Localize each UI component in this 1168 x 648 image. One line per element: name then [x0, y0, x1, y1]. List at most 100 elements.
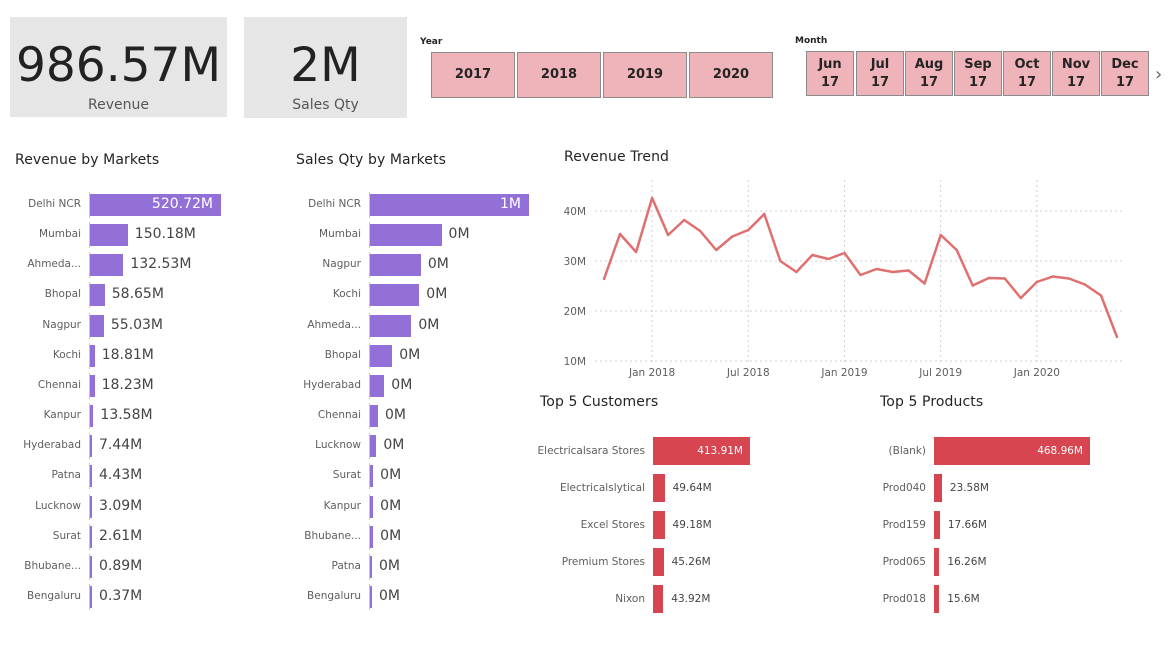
data-point — [795, 270, 798, 274]
bar-track: 0M — [369, 312, 439, 339]
bar-track: 0M — [369, 523, 401, 550]
data-point — [875, 267, 878, 271]
bar[interactable] — [934, 548, 940, 576]
bar-category-label: Hyderabad — [23, 439, 81, 452]
bar[interactable] — [90, 435, 92, 458]
bar-category-label: Nagpur — [42, 318, 81, 331]
bar[interactable] — [90, 495, 92, 518]
revenue-trend-title: Revenue Trend — [564, 149, 670, 165]
data-point — [971, 284, 974, 287]
bar[interactable] — [90, 525, 92, 548]
data-point — [827, 257, 830, 261]
bar-track: 0M — [369, 372, 412, 399]
bar[interactable] — [934, 585, 940, 613]
bar[interactable] — [90, 585, 92, 608]
x-tick-label: Jan 2019 — [820, 367, 867, 379]
bar[interactable] — [370, 284, 420, 307]
bar[interactable] — [370, 495, 374, 518]
bar[interactable] — [934, 511, 940, 539]
bar[interactable] — [90, 284, 105, 307]
bar-track: 132.53M — [89, 252, 191, 279]
bar[interactable] — [90, 224, 128, 247]
data-point — [859, 273, 862, 277]
bar-data-label: 0M — [379, 587, 400, 604]
bar-data-label: 150.18M — [134, 226, 196, 243]
bar[interactable] — [90, 374, 95, 397]
bar[interactable] — [653, 474, 665, 502]
bar-category-label: Mumbai — [39, 228, 81, 241]
bar-track: 2.61M — [89, 523, 142, 550]
bar-category-label: Ahmeda... — [307, 318, 361, 331]
bar-category-label: Chennai — [317, 409, 361, 422]
bar[interactable] — [90, 194, 221, 216]
month-label: Sep — [964, 57, 992, 72]
bar[interactable] — [370, 585, 372, 608]
bar[interactable] — [653, 437, 750, 465]
bar[interactable] — [370, 555, 372, 578]
bar-category-label: Excel Stores — [580, 519, 645, 531]
bar-category-label: Bhopal — [324, 348, 361, 361]
year-button-2018[interactable]: 2018 — [517, 52, 601, 98]
revenue-by-markets-title: Revenue by Markets — [15, 152, 160, 168]
data-point — [1067, 277, 1071, 280]
bar[interactable] — [370, 405, 378, 428]
bar-data-label: 0M — [383, 437, 405, 454]
year-button-2017[interactable]: 2017 — [431, 52, 515, 98]
bar[interactable] — [370, 224, 442, 247]
bar-data-label: 0M — [399, 346, 421, 363]
bar[interactable] — [370, 525, 374, 548]
bar-track: 0M — [369, 463, 401, 490]
bar[interactable] — [90, 314, 104, 337]
bar-category-label: Premium Stores — [561, 556, 645, 568]
bar[interactable] — [90, 344, 95, 367]
year-button-2020[interactable]: 2020 — [689, 52, 773, 98]
bar[interactable] — [653, 511, 665, 539]
month-button-dec[interactable]: Dec 17 — [1101, 51, 1149, 96]
data-point — [618, 232, 622, 236]
bar[interactable] — [90, 405, 94, 428]
revenue-caption: Revenue — [88, 97, 149, 113]
month-button-jul[interactable]: Jul 17 — [856, 51, 904, 96]
bar-category-label: Kanpur — [43, 409, 81, 422]
bar[interactable] — [370, 344, 393, 367]
bar[interactable] — [90, 555, 92, 578]
data-point — [811, 253, 814, 257]
bar[interactable] — [934, 437, 1090, 465]
y-tick-label: 10M — [564, 356, 586, 368]
data-point — [699, 229, 702, 233]
month-button-aug[interactable]: Aug 17 — [905, 51, 953, 96]
bar-data-label: 1M — [500, 196, 521, 212]
qty-by-markets-title: Sales Qty by Markets — [296, 152, 446, 168]
bar-category-label: Bengaluru — [27, 589, 81, 602]
x-tick-label: Jul 2019 — [918, 367, 962, 379]
bar[interactable] — [90, 254, 124, 277]
month-year-label: 17 — [1017, 75, 1037, 90]
bar[interactable] — [370, 314, 412, 337]
bar-track: 4.43M — [89, 463, 142, 490]
data-point — [1035, 280, 1039, 284]
chevron-right-icon[interactable]: › — [1155, 64, 1163, 85]
data-point — [1019, 296, 1022, 300]
month-button-oct[interactable]: Oct 17 — [1003, 51, 1051, 96]
bar[interactable] — [653, 548, 664, 576]
bar-track: 18.81M — [89, 342, 154, 369]
month-button-jun[interactable]: Jun 17 — [806, 51, 854, 96]
bar[interactable] — [90, 465, 92, 488]
data-point — [634, 250, 638, 254]
month-label: Jun — [818, 57, 842, 72]
y-tick-label: 20M — [564, 306, 586, 318]
bar-track: 0M — [369, 403, 406, 430]
bar[interactable] — [934, 474, 942, 502]
year-button-2019[interactable]: 2019 — [603, 52, 687, 98]
bar[interactable] — [370, 254, 421, 277]
bar[interactable] — [370, 194, 529, 216]
bar-category-label: Electricalslytical — [559, 482, 645, 494]
month-button-sep[interactable]: Sep 17 — [954, 51, 1002, 96]
bar[interactable] — [370, 435, 377, 458]
bar[interactable] — [370, 465, 374, 488]
data-point — [955, 248, 958, 252]
bar-data-label: 0.89M — [99, 557, 143, 574]
month-button-nov[interactable]: Nov 17 — [1052, 51, 1100, 96]
bar[interactable] — [370, 374, 385, 397]
bar[interactable] — [653, 585, 664, 613]
